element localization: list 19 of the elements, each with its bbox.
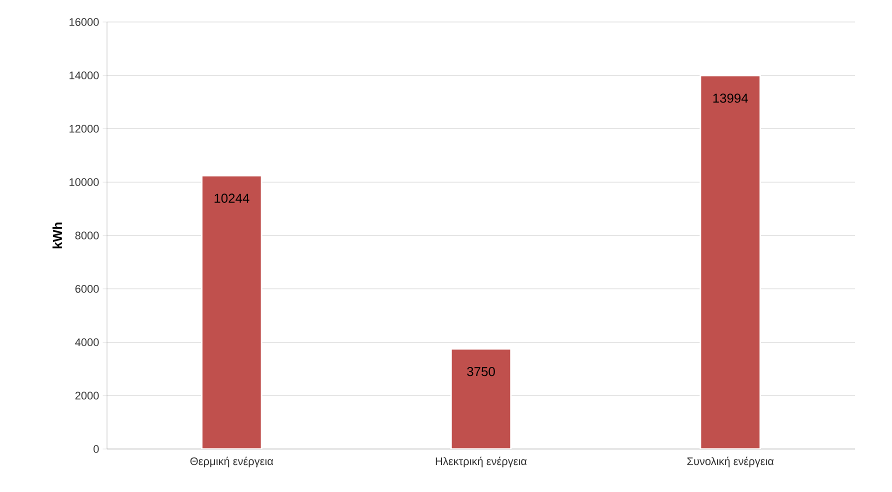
bar bbox=[700, 74, 762, 449]
data-label: 3750 bbox=[467, 366, 495, 376]
x-tick-label: Θερμική ενέργεια bbox=[190, 456, 274, 468]
bar bbox=[201, 174, 262, 449]
y-tick-label: 14000 bbox=[70, 72, 99, 80]
x-tick-label: Συνολική ενέργεια bbox=[687, 456, 774, 468]
data-label: 10244 bbox=[214, 194, 250, 203]
y-tick-label: 2000 bbox=[75, 392, 99, 400]
bar bbox=[450, 348, 512, 449]
y-tick-label: 8000 bbox=[75, 232, 99, 240]
y-tick-label: 16000 bbox=[70, 18, 99, 26]
y-tick-label: 12000 bbox=[70, 124, 99, 133]
data-label: 13994 bbox=[713, 94, 748, 103]
y-tick-label: 10000 bbox=[70, 178, 99, 186]
y-tick-label: 6000 bbox=[75, 285, 99, 293]
x-tick-label: Ηλεκτρική ενέργεια bbox=[436, 456, 527, 468]
y-tick-label: 0 bbox=[94, 445, 99, 453]
y-tick-label: 4000 bbox=[75, 338, 99, 346]
y-axis-title: kWh bbox=[52, 222, 62, 248]
